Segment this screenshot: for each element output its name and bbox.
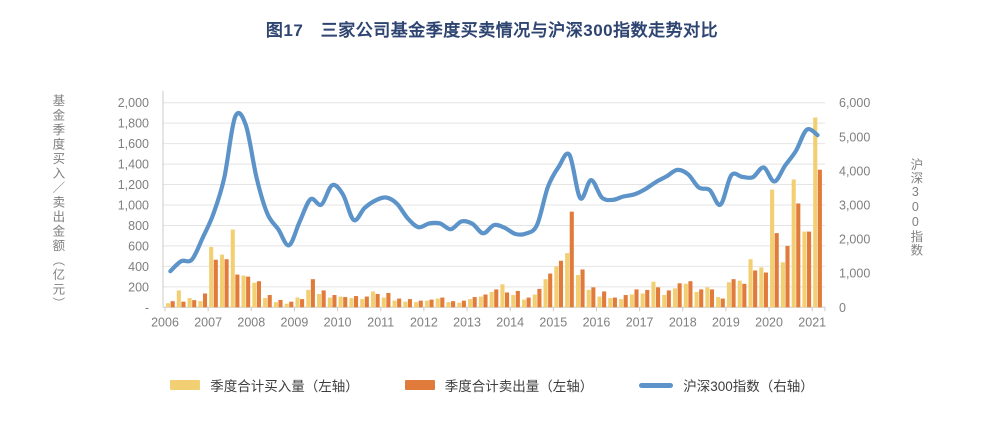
svg-text:1,400: 1,400 (118, 158, 149, 172)
legend-label-buy: 季度合计买入量（左轴） (210, 379, 359, 394)
x-axis-labels: 2006 2007 2008 2009 2010 2011 2012 2013 2014 2015… (151, 307, 826, 329)
svg-text:2,000: 2,000 (839, 233, 870, 247)
index-line (168, 110, 820, 274)
svg-text:2020: 2020 (755, 315, 783, 329)
left-axis-title: 基金季度买入／卖出金额（亿元） (50, 93, 65, 312)
axis-lines (162, 90, 825, 308)
svg-text:6,000: 6,000 (839, 96, 870, 110)
left-axis-labels: - 200 400 600 800 1,000 1,200 1,400 1,600 1,800 2,… (118, 96, 149, 315)
legend-item-index: 沪深300指数（右轴） (639, 375, 814, 395)
chart-title: 图17 三家公司基金季度买卖情况与沪深300指数走势对比 (265, 21, 719, 40)
svg-text:-: - (145, 301, 149, 315)
svg-text:1,000: 1,000 (839, 267, 870, 281)
svg-text:2016: 2016 (583, 315, 611, 329)
legend-label-sell: 季度合计卖出量（左轴） (444, 379, 594, 394)
svg-text:2009: 2009 (281, 315, 309, 329)
svg-text:2013: 2013 (453, 315, 481, 329)
svg-text:2010: 2010 (324, 315, 352, 329)
legend-label-index: 沪深300指数（右轴） (683, 379, 814, 394)
svg-text:2017: 2017 (626, 315, 654, 329)
svg-text:2007: 2007 (194, 315, 222, 329)
svg-text:1,800: 1,800 (118, 117, 149, 131)
bars-buy (166, 117, 818, 308)
svg-text:4,000: 4,000 (839, 164, 870, 178)
chart-legend: 季度合计买入量（左轴） 季度合计卖出量（左轴） 沪深300指数（右轴） (0, 375, 984, 395)
svg-text:2019: 2019 (712, 315, 740, 329)
svg-text:200: 200 (128, 280, 149, 294)
right-axis-title: 沪深300指数 (908, 158, 923, 257)
sell-swatch-icon (404, 380, 435, 390)
svg-text:800: 800 (128, 219, 149, 233)
svg-text:2006: 2006 (151, 315, 179, 329)
svg-text:600: 600 (128, 239, 149, 253)
svg-text:2,000: 2,000 (118, 96, 149, 110)
svg-text:400: 400 (128, 260, 149, 274)
svg-text:1,000: 1,000 (118, 199, 149, 213)
svg-text:2015: 2015 (539, 315, 567, 329)
svg-text:2014: 2014 (496, 315, 524, 329)
svg-text:2008: 2008 (237, 315, 265, 329)
svg-text:5,000: 5,000 (839, 130, 870, 144)
legend-item-buy: 季度合计买入量（左轴） (170, 375, 359, 395)
svg-text:0: 0 (839, 301, 846, 315)
bars-sell (170, 169, 822, 308)
svg-text:2012: 2012 (410, 315, 438, 329)
svg-text:2011: 2011 (367, 315, 394, 329)
legend-item-sell: 季度合计卖出量（左轴） (404, 375, 594, 395)
svg-text:1,600: 1,600 (118, 137, 149, 151)
index-line-swatch-icon (639, 382, 674, 388)
svg-text:2021: 2021 (798, 315, 826, 329)
svg-text:1,200: 1,200 (118, 178, 149, 192)
buy-swatch-icon (170, 380, 201, 390)
svg-text:3,000: 3,000 (839, 199, 870, 213)
gridlines (163, 102, 825, 288)
svg-text:2018: 2018 (669, 315, 697, 329)
right-axis-labels: 0 1,000 2,000 3,000 4,000 5,000 6,000 (839, 96, 870, 315)
